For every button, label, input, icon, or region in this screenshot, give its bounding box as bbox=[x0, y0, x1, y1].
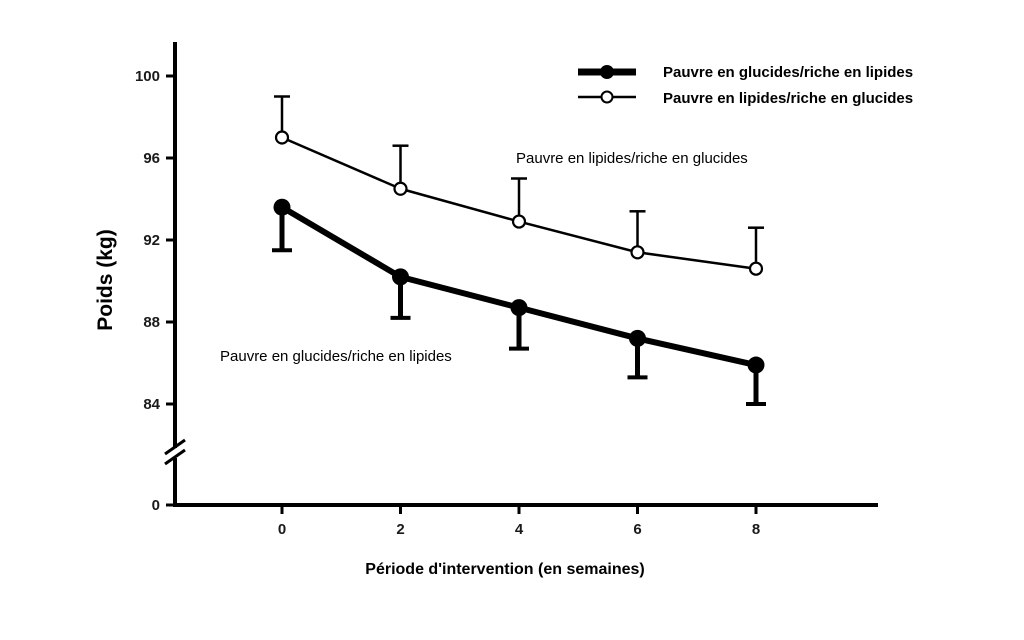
series-0 bbox=[272, 198, 766, 406]
annotation-low-fat: Pauvre en lipides/riche en glucides bbox=[516, 150, 748, 167]
legend-label-low-fat: Pauvre en lipides/riche en glucides bbox=[663, 90, 913, 107]
y-tick-label: 92 bbox=[143, 232, 160, 249]
data-point bbox=[392, 268, 409, 286]
data-point bbox=[630, 245, 645, 260]
y-tick-label: 88 bbox=[143, 314, 160, 331]
x-axis-title: Période d'intervention (en semaines) bbox=[365, 561, 644, 578]
series-layer bbox=[272, 95, 766, 406]
x-tick-label: 2 bbox=[396, 521, 404, 538]
legend: Pauvre en glucides/riche en lipides Pauv… bbox=[578, 64, 913, 107]
annotation-low-carb: Pauvre en glucides/riche en lipides bbox=[220, 348, 452, 365]
data-point bbox=[510, 299, 528, 317]
y-axis-title: Poids (kg) bbox=[94, 229, 117, 331]
y-ticks: 0 84 88 92 96 100 bbox=[135, 68, 175, 514]
x-tick-label: 4 bbox=[515, 521, 524, 538]
data-point bbox=[393, 181, 408, 196]
legend-item-low-fat: Pauvre en lipides/riche en glucides bbox=[578, 90, 913, 107]
x-tick-label: 8 bbox=[752, 521, 760, 538]
y-tick-label: 100 bbox=[135, 68, 160, 85]
x-tick-label: 0 bbox=[278, 521, 286, 538]
data-point bbox=[273, 198, 291, 216]
y-tick-label: 96 bbox=[143, 150, 160, 167]
y-tick-label: 0 bbox=[152, 497, 160, 514]
legend-item-low-carb: Pauvre en glucides/riche en lipides bbox=[578, 64, 913, 81]
data-point bbox=[274, 130, 290, 145]
legend-label-low-carb: Pauvre en glucides/riche en lipides bbox=[663, 64, 913, 81]
axis-break-mark bbox=[164, 438, 186, 466]
y-tick-label: 84 bbox=[143, 396, 160, 413]
series-1 bbox=[274, 95, 764, 276]
data-point bbox=[511, 214, 527, 229]
data-point bbox=[748, 261, 764, 276]
data-point bbox=[747, 356, 765, 374]
axes bbox=[164, 42, 878, 507]
x-ticks: 0 2 4 6 8 bbox=[278, 505, 760, 538]
legend-marker-low-carb bbox=[600, 65, 614, 79]
legend-marker-low-fat bbox=[600, 90, 614, 104]
x-tick-label: 6 bbox=[633, 521, 641, 538]
data-point bbox=[629, 329, 646, 347]
